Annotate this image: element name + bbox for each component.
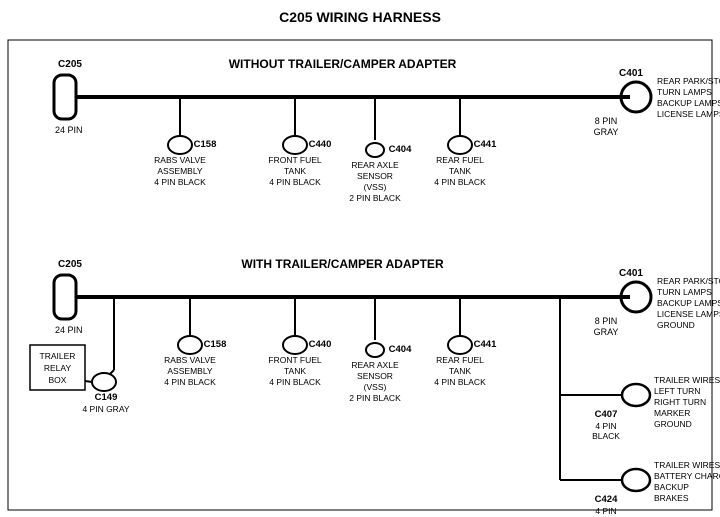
label: 4 PIN <box>595 421 616 431</box>
connector-label: TURN LAMPS <box>657 287 712 297</box>
section-subtitle: WITHOUT TRAILER/CAMPER ADAPTER <box>229 57 457 71</box>
connector-desc: 2 PIN BLACK <box>349 393 401 403</box>
connector-label: BACKUP <box>654 482 689 492</box>
connector-id: C404 <box>389 344 412 355</box>
connector-id: C441 <box>474 339 497 350</box>
connector-label: LICENSE LAMPS <box>657 109 720 119</box>
section-subtitle: WITH TRAILER/CAMPER ADAPTER <box>241 257 444 271</box>
connector-label: GROUND <box>657 320 695 330</box>
label: GRAY <box>594 127 619 137</box>
connector-desc: REAR AXLE <box>351 160 399 170</box>
label: 8 PIN <box>595 116 618 126</box>
connector-desc: 4 PIN BLACK <box>164 377 216 387</box>
label: RELAY <box>44 363 72 373</box>
connector-desc: REAR AXLE <box>351 360 399 370</box>
connector-label: BRAKES <box>654 493 689 503</box>
connector-desc: 4 PIN BLACK <box>434 377 486 387</box>
connector-label: TRAILER WIRES <box>654 460 720 470</box>
connector-label: LEFT TURN <box>654 386 700 396</box>
connector-desc: (VSS) <box>364 382 387 392</box>
connector-pin: 24 PIN <box>55 325 83 335</box>
connector-desc: ASSEMBLY <box>167 366 213 376</box>
connector-label: BATTERY CHARGE <box>654 471 720 481</box>
connector-desc: 2 PIN BLACK <box>349 193 401 203</box>
connector-label: BACKUP LAMPS <box>657 98 720 108</box>
connector-desc: REAR FUEL <box>436 155 484 165</box>
connector-desc: 4 PIN BLACK <box>434 177 486 187</box>
connector-desc: REAR FUEL <box>436 355 484 365</box>
label: BOX <box>49 375 67 385</box>
connector-id: C158 <box>194 139 217 150</box>
connector-id: C440 <box>309 339 332 350</box>
connector-label: TRAILER WIRES <box>654 375 720 385</box>
connector-label: TURN LAMPS <box>657 87 712 97</box>
connector-desc: 4 PIN BLACK <box>154 177 206 187</box>
connector-id: C149 <box>95 392 118 403</box>
connector-id: C401 <box>619 68 643 79</box>
connector-label: MARKER <box>654 408 690 418</box>
label: GRAY <box>594 327 619 337</box>
connector-label: RIGHT TURN <box>654 397 706 407</box>
label: 8 PIN <box>595 316 618 326</box>
connector-id: C404 <box>389 144 412 155</box>
connector-desc: TANK <box>449 366 471 376</box>
connector-label: BACKUP LAMPS <box>657 298 720 308</box>
wiring-diagram: C205 WIRING HARNESS WITHOUT TRAILER/CAMPE… <box>0 0 720 517</box>
connector-label: LICENSE LAMPS <box>657 309 720 319</box>
connector-desc: 4 PIN BLACK <box>269 177 321 187</box>
connector-id: C401 <box>619 268 643 279</box>
connector-label: REAR PARK/STOP <box>657 76 720 86</box>
connector-id: C441 <box>474 139 497 150</box>
connector-desc: RABS VALVE <box>164 355 216 365</box>
connector-desc: (VSS) <box>364 182 387 192</box>
connector-id: C407 <box>595 409 618 420</box>
connector-id: C205 <box>58 59 82 70</box>
connector-id: C205 <box>58 259 82 270</box>
connector-label: REAR PARK/STOP <box>657 276 720 286</box>
connector-desc: TANK <box>284 366 306 376</box>
connector-label: GROUND <box>654 419 692 429</box>
connector-desc: TANK <box>449 166 471 176</box>
connector-desc: FRONT FUEL <box>268 355 321 365</box>
connector-desc: SENSOR <box>357 371 393 381</box>
page-title: C205 WIRING HARNESS <box>279 9 441 25</box>
connector-id: C158 <box>204 339 227 350</box>
connector-desc: SENSOR <box>357 171 393 181</box>
connector-desc: FRONT FUEL <box>268 155 321 165</box>
connector-desc: TANK <box>284 166 306 176</box>
connector-desc: RABS VALVE <box>154 155 206 165</box>
connector-desc: 4 PIN BLACK <box>269 377 321 387</box>
connector-id: C440 <box>309 139 332 150</box>
connector-desc: ASSEMBLY <box>157 166 203 176</box>
label: BLACK <box>592 431 620 441</box>
label: 4 PIN <box>595 506 616 516</box>
label: TRAILER <box>40 351 76 361</box>
connector-pin: 24 PIN <box>55 125 83 135</box>
label: 4 PIN GRAY <box>82 404 129 414</box>
connector-id: C424 <box>595 494 618 505</box>
